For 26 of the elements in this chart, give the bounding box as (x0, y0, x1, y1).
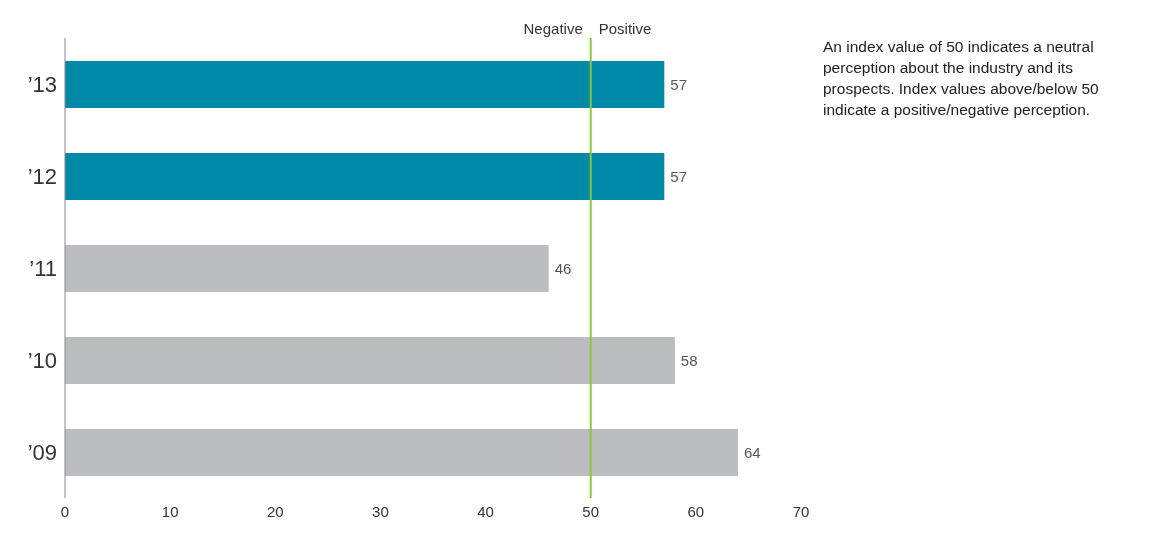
x-tick-label: 30 (372, 502, 389, 520)
y-tick-label: ’10 (27, 347, 57, 373)
text: An index value of 50 indicates a neutral perception about the industry and its prospects. Index values above/below 50 indicate a positive/negative perception. (823, 37, 1100, 120)
data-label: 57 (670, 167, 687, 185)
x-tick-label: 70 (792, 502, 810, 520)
y-tick-label: ’12 (27, 163, 57, 189)
bar (65, 337, 675, 384)
data-label: 46 (554, 259, 572, 277)
x-tick-label: 40 (477, 502, 494, 520)
x-tick-label: 10 (161, 502, 179, 520)
text: Negative (523, 20, 583, 37)
y-tick-label: ’11 (29, 255, 57, 281)
data-label: 57 (670, 75, 687, 93)
x-tick-label: 60 (687, 502, 705, 520)
bar (65, 245, 549, 292)
text: Positive (598, 20, 652, 37)
bar (65, 153, 665, 200)
data-label: 64 (743, 443, 761, 461)
x-tick-label: 50 (582, 502, 600, 520)
y-tick-label: ’09 (27, 439, 57, 465)
bar (65, 61, 665, 108)
x-tick-label: 0 (60, 502, 70, 520)
data-label: 58 (680, 351, 698, 369)
y-tick-label: ’13 (27, 71, 57, 97)
x-tick-label: 20 (266, 502, 284, 520)
bar (65, 429, 738, 476)
